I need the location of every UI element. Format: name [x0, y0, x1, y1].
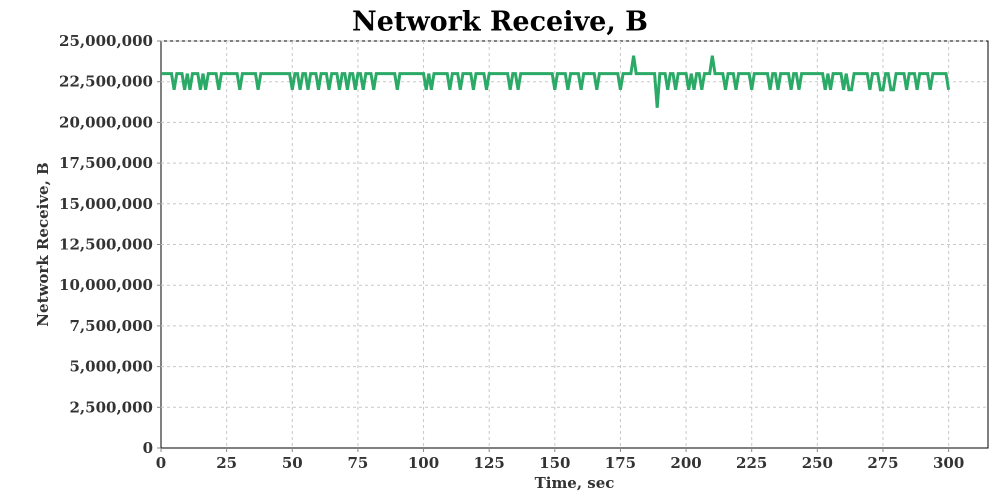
x-tick-label: 275	[867, 454, 898, 472]
y-tick-label: 5,000,000	[69, 358, 153, 376]
y-tick-label: 7,500,000	[69, 317, 153, 335]
chart-title: Network Receive, B	[352, 7, 648, 38]
y-tick-label: 2,500,000	[69, 398, 153, 416]
series-layer	[161, 55, 951, 108]
x-tick-label: 300	[933, 454, 964, 472]
grid	[161, 40, 988, 448]
y-tick-label: 12,500,000	[59, 236, 153, 254]
y-tick-label: 20,000,000	[59, 113, 153, 131]
axis-ticks: 0 2,500,000 5,000,000 7,500,000 10,000,000 12…	[59, 32, 964, 472]
x-tick-label: 100	[408, 454, 439, 472]
y-tick-label: 15,000,000	[59, 195, 153, 213]
y-tick-label: 25,000,000	[59, 32, 153, 50]
y-tick-label: 0	[143, 439, 153, 457]
x-tick-label: 175	[605, 454, 636, 472]
x-tick-label: 0	[156, 454, 166, 472]
plot-area	[160, 40, 989, 449]
y-tick-label: 10,000,000	[59, 276, 153, 294]
x-axis-label: Time, sec	[535, 474, 615, 492]
x-tick-label: 50	[282, 454, 303, 472]
y-tick-label: 22,500,000	[59, 73, 153, 91]
x-tick-label: 225	[736, 454, 767, 472]
x-tick-label: 75	[347, 454, 368, 472]
x-tick-label: 150	[539, 454, 570, 472]
y-axis-label: Network Receive, B	[34, 162, 52, 326]
x-tick-label: 250	[802, 454, 833, 472]
x-tick-label: 125	[474, 454, 505, 472]
x-tick-label: 25	[216, 454, 237, 472]
y-tick-label: 17,500,000	[59, 154, 153, 172]
x-tick-label: 200	[670, 454, 701, 472]
series-line	[161, 55, 951, 108]
